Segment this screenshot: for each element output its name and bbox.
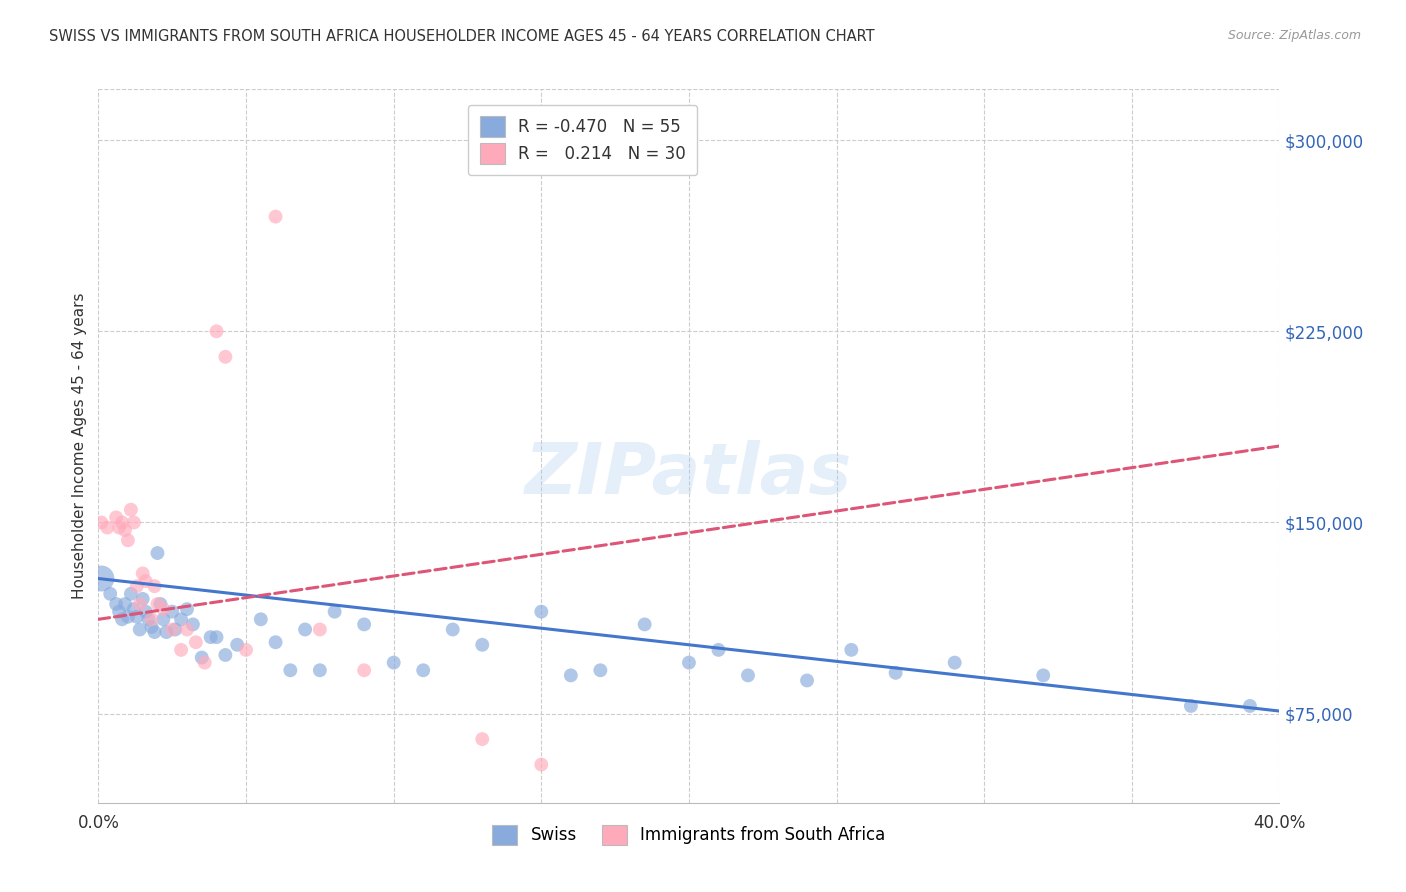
Point bbox=[294, 623, 316, 637]
Point bbox=[122, 516, 145, 530]
Point bbox=[280, 663, 302, 677]
Point bbox=[114, 523, 136, 537]
Point bbox=[105, 597, 128, 611]
Text: Source: ZipAtlas.com: Source: ZipAtlas.com bbox=[1227, 29, 1361, 42]
Point bbox=[170, 612, 193, 626]
Point bbox=[205, 324, 228, 338]
Point bbox=[155, 625, 177, 640]
Point bbox=[111, 516, 134, 530]
Point bbox=[90, 516, 112, 530]
Text: ZIPatlas: ZIPatlas bbox=[526, 440, 852, 509]
Point bbox=[162, 605, 183, 619]
Point bbox=[200, 630, 222, 644]
Point bbox=[353, 617, 375, 632]
Point bbox=[149, 597, 172, 611]
Point bbox=[382, 656, 405, 670]
Point bbox=[132, 566, 155, 581]
Point bbox=[117, 533, 139, 548]
Point bbox=[589, 663, 612, 677]
Point bbox=[111, 612, 134, 626]
Point bbox=[707, 643, 730, 657]
Point bbox=[530, 605, 553, 619]
Point bbox=[141, 620, 163, 634]
Point bbox=[98, 587, 121, 601]
Point bbox=[125, 579, 148, 593]
Point bbox=[152, 612, 174, 626]
Point bbox=[138, 612, 160, 626]
Point bbox=[214, 350, 236, 364]
Point bbox=[165, 623, 187, 637]
Point bbox=[235, 643, 257, 657]
Point bbox=[128, 597, 150, 611]
Point bbox=[170, 643, 193, 657]
Point bbox=[634, 617, 657, 632]
Point bbox=[146, 597, 169, 611]
Point bbox=[1180, 698, 1202, 713]
Point bbox=[135, 574, 157, 588]
Point bbox=[181, 617, 204, 632]
Point bbox=[841, 643, 863, 657]
Point bbox=[152, 602, 174, 616]
Point bbox=[176, 602, 198, 616]
Point bbox=[560, 668, 582, 682]
Text: SWISS VS IMMIGRANTS FROM SOUTH AFRICA HOUSEHOLDER INCOME AGES 45 - 64 YEARS CORR: SWISS VS IMMIGRANTS FROM SOUTH AFRICA HO… bbox=[49, 29, 875, 44]
Point bbox=[441, 623, 464, 637]
Point bbox=[205, 630, 228, 644]
Point bbox=[90, 572, 112, 586]
Point bbox=[264, 210, 287, 224]
Point bbox=[120, 502, 142, 516]
Point bbox=[143, 625, 166, 640]
Point bbox=[353, 663, 375, 677]
Point bbox=[1032, 668, 1054, 682]
Point bbox=[471, 732, 494, 747]
Legend: Swiss, Immigrants from South Africa: Swiss, Immigrants from South Africa bbox=[485, 818, 893, 852]
Point bbox=[737, 668, 759, 682]
Point bbox=[309, 623, 332, 637]
Point bbox=[471, 638, 494, 652]
Point bbox=[125, 609, 148, 624]
Point bbox=[108, 520, 131, 534]
Point bbox=[146, 546, 169, 560]
Point bbox=[943, 656, 966, 670]
Point bbox=[191, 650, 214, 665]
Point bbox=[796, 673, 818, 688]
Point bbox=[108, 605, 131, 619]
Point bbox=[105, 510, 128, 524]
Y-axis label: Householder Income Ages 45 - 64 years: Householder Income Ages 45 - 64 years bbox=[72, 293, 87, 599]
Point bbox=[309, 663, 332, 677]
Point bbox=[194, 656, 217, 670]
Point bbox=[120, 587, 142, 601]
Point bbox=[264, 635, 287, 649]
Point bbox=[132, 591, 155, 606]
Point bbox=[176, 623, 198, 637]
Point bbox=[226, 638, 249, 652]
Point bbox=[678, 656, 700, 670]
Point bbox=[135, 605, 157, 619]
Point bbox=[1239, 698, 1261, 713]
Point bbox=[530, 757, 553, 772]
Point bbox=[117, 609, 139, 624]
Point bbox=[323, 605, 346, 619]
Point bbox=[214, 648, 236, 662]
Point bbox=[128, 623, 150, 637]
Point bbox=[412, 663, 434, 677]
Point bbox=[96, 520, 118, 534]
Point bbox=[141, 612, 163, 626]
Point bbox=[184, 635, 207, 649]
Point bbox=[162, 623, 183, 637]
Point bbox=[114, 597, 136, 611]
Point bbox=[122, 602, 145, 616]
Point bbox=[884, 665, 907, 680]
Point bbox=[250, 612, 273, 626]
Point bbox=[143, 579, 166, 593]
